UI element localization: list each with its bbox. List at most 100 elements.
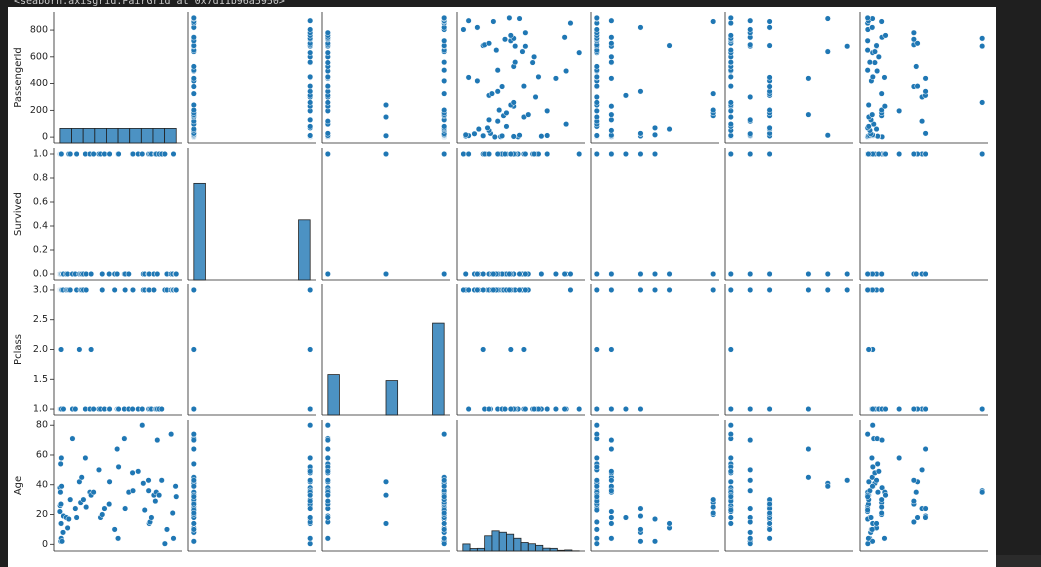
histogram-bar <box>129 128 142 144</box>
scatter-point <box>622 150 629 158</box>
scatter-point <box>864 14 871 21</box>
scatter-point <box>106 501 113 508</box>
scatter-point <box>747 130 754 137</box>
scatter-point <box>914 40 921 47</box>
scatter-point <box>382 520 390 527</box>
scatter-point <box>56 508 63 515</box>
scatter-point <box>727 507 734 514</box>
scatter-point <box>57 489 64 496</box>
scatter-point <box>520 346 527 353</box>
scatter-point <box>67 496 74 503</box>
scatter-point <box>494 150 501 158</box>
scatter-point <box>499 83 506 90</box>
histogram-bar <box>140 128 154 144</box>
scatter-point <box>307 26 314 33</box>
scatter-point <box>190 445 197 453</box>
scatter-point <box>480 346 487 353</box>
histogram-bar <box>491 530 500 552</box>
scatter-point <box>865 150 872 158</box>
scatter-point <box>190 493 197 500</box>
scatter-point <box>324 477 331 484</box>
scatter-point <box>522 286 529 294</box>
scatter-point <box>462 270 469 278</box>
scatter-point <box>485 405 493 413</box>
scatter-point <box>78 474 85 481</box>
scatter-point <box>90 489 97 496</box>
scatter-point <box>747 150 754 158</box>
y-tick-label: 1.0 <box>33 404 48 415</box>
scatter-point <box>382 150 390 158</box>
scatter-point <box>121 435 128 442</box>
scatter-point <box>727 47 734 54</box>
scatter-point <box>766 535 773 542</box>
scatter-point <box>910 518 917 526</box>
scatter-point <box>324 492 331 499</box>
scatter-point <box>58 454 65 462</box>
scatter-point <box>824 48 831 55</box>
scatter-point <box>869 73 876 80</box>
scatter-point <box>747 270 754 278</box>
y-tick-label: 0 <box>42 132 48 143</box>
scatter-point <box>324 73 331 80</box>
scatter-point <box>163 526 171 533</box>
scatter-point <box>95 466 103 473</box>
y-tick-label: 0.0 <box>33 269 48 280</box>
scatter-point <box>532 93 539 101</box>
y-tick-label: 800 <box>30 25 48 36</box>
y-tick-label: 40 <box>36 479 48 490</box>
scatter-point <box>727 73 734 80</box>
scatter-point <box>727 520 734 527</box>
scatter-point <box>576 150 583 158</box>
scatter-point <box>501 405 509 413</box>
y-tick-label: 0.8 <box>33 173 48 184</box>
scatter-point <box>910 150 917 158</box>
scatter-point <box>307 286 314 294</box>
scatter-point <box>148 514 155 521</box>
scatter-point <box>710 90 717 97</box>
scatter-point <box>608 150 615 158</box>
scatter-point <box>488 90 495 97</box>
scatter-point <box>307 346 314 353</box>
scatter-point <box>593 93 600 101</box>
scatter-point <box>910 29 917 36</box>
scatter-point <box>58 538 66 545</box>
scatter-point <box>824 15 831 22</box>
scatter-point <box>324 130 331 137</box>
scatter-point <box>506 286 513 294</box>
scatter-point <box>324 498 331 505</box>
scatter-point <box>871 48 878 55</box>
scatter-point <box>150 286 157 294</box>
scatter-point <box>747 405 754 413</box>
y-tick-label: 0.6 <box>33 197 48 208</box>
scatter-point <box>307 405 314 413</box>
scatter-point <box>190 477 197 484</box>
scatter-point <box>869 422 876 429</box>
scatter-point <box>190 14 197 21</box>
scatter-point <box>873 126 880 133</box>
scatter-point <box>651 286 659 294</box>
scatter-point <box>878 18 885 25</box>
scatter-point <box>307 88 314 95</box>
scatter-point <box>563 121 570 128</box>
scrollbar <box>996 555 1041 567</box>
scatter-point <box>522 29 529 36</box>
scatter-point <box>145 487 152 494</box>
scatter-point <box>441 150 448 158</box>
y-tick-label: 60 <box>36 449 48 460</box>
scatter-point <box>608 508 615 515</box>
scatter-point <box>190 431 197 438</box>
scatter-point <box>307 477 314 484</box>
scatter-point <box>190 483 197 490</box>
scatter-point <box>58 483 65 490</box>
scatter-point <box>156 492 163 499</box>
scatter-point <box>593 535 600 542</box>
scatter-point <box>637 88 644 95</box>
scatter-point <box>441 77 448 84</box>
scatter-point <box>170 150 177 158</box>
scatter-point <box>593 477 600 484</box>
scatter-point <box>519 48 526 55</box>
output-text: <seaborn.axisgrid.PairGrid at 0x7d11b96a… <box>14 0 285 7</box>
scatter-point <box>114 445 121 453</box>
y-axis-label: Pclass <box>13 334 24 365</box>
y-tick-label: 200 <box>30 105 48 116</box>
